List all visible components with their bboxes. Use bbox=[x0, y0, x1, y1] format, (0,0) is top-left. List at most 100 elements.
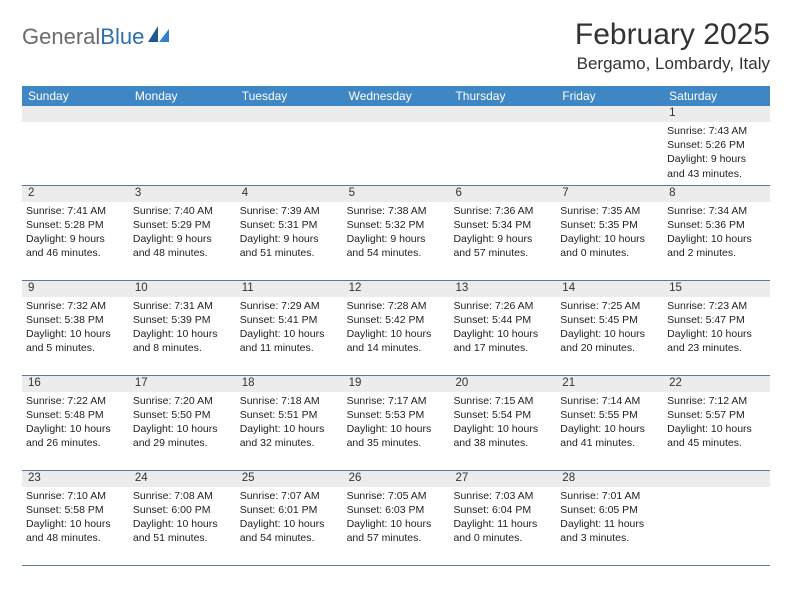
daylight-text: Daylight: 9 hours and 54 minutes. bbox=[347, 232, 446, 260]
sunset-text: Sunset: 5:55 PM bbox=[560, 408, 659, 422]
day-number-row: 16171819202122 bbox=[22, 376, 770, 392]
sunset-text: Sunset: 5:51 PM bbox=[240, 408, 339, 422]
day-cell: Sunrise: 7:32 AMSunset: 5:38 PMDaylight:… bbox=[22, 297, 129, 375]
day-number: 12 bbox=[343, 281, 450, 297]
sunrise-text: Sunrise: 7:28 AM bbox=[347, 299, 446, 313]
sunrise-text: Sunrise: 7:25 AM bbox=[560, 299, 659, 313]
sunrise-text: Sunrise: 7:34 AM bbox=[667, 204, 766, 218]
sunset-text: Sunset: 5:38 PM bbox=[26, 313, 125, 327]
sunrise-text: Sunrise: 7:35 AM bbox=[560, 204, 659, 218]
day-cell: Sunrise: 7:38 AMSunset: 5:32 PMDaylight:… bbox=[343, 202, 450, 280]
day-number: 10 bbox=[129, 281, 236, 297]
sunrise-text: Sunrise: 7:22 AM bbox=[26, 394, 125, 408]
day-number: 18 bbox=[236, 376, 343, 392]
week-row: Sunrise: 7:41 AMSunset: 5:28 PM Daylight:… bbox=[22, 202, 770, 281]
day-cell: Sunrise: 7:15 AMSunset: 5:54 PMDaylight:… bbox=[449, 392, 556, 470]
sunset-text: Sunset: 6:03 PM bbox=[347, 503, 446, 517]
day-cell bbox=[343, 122, 450, 185]
daylight-text: Daylight: 9 hours and 48 minutes. bbox=[133, 232, 232, 260]
day-number: 8 bbox=[663, 186, 770, 202]
sunset-text: Sunset: 5:47 PM bbox=[667, 313, 766, 327]
sunset-text: Sunset: 5:36 PM bbox=[667, 218, 766, 232]
day-number: 21 bbox=[556, 376, 663, 392]
day-cell bbox=[449, 122, 556, 185]
calendar-page: GeneralBlue February 2025 Bergamo, Lomba… bbox=[0, 0, 792, 584]
day-cell: Sunrise: 7:25 AMSunset: 5:45 PMDaylight:… bbox=[556, 297, 663, 375]
weekday-header: Monday bbox=[129, 86, 236, 106]
daylight-text: Daylight: 10 hours and 20 minutes. bbox=[560, 327, 659, 355]
sunrise-text: Sunrise: 7:41 AM bbox=[26, 204, 125, 218]
day-number-row: 232425262728 bbox=[22, 471, 770, 487]
day-cell: Sunrise: 7:28 AMSunset: 5:42 PMDaylight:… bbox=[343, 297, 450, 375]
weekday-header: Saturday bbox=[663, 86, 770, 106]
sunrise-text: Sunrise: 7:17 AM bbox=[347, 394, 446, 408]
sunrise-text: Sunrise: 7:31 AM bbox=[133, 299, 232, 313]
month-title: February 2025 bbox=[575, 18, 770, 52]
sunset-text: Sunset: 5:28 PM bbox=[26, 218, 125, 232]
day-number: 14 bbox=[556, 281, 663, 297]
day-cell bbox=[22, 122, 129, 185]
day-number: 15 bbox=[663, 281, 770, 297]
day-number-row: 1 bbox=[22, 106, 770, 122]
daylight-text: Daylight: 11 hours and 0 minutes. bbox=[453, 517, 552, 545]
sunrise-text: Sunrise: 7:38 AM bbox=[347, 204, 446, 218]
day-cell bbox=[236, 122, 343, 185]
daylight-text: Daylight: 10 hours and 29 minutes. bbox=[133, 422, 232, 450]
sunrise-text: Sunrise: 7:10 AM bbox=[26, 489, 125, 503]
daylight-text: Daylight: 9 hours and 51 minutes. bbox=[240, 232, 339, 260]
day-cell: Sunrise: 7:36 AMSunset: 5:34 PMDaylight:… bbox=[449, 202, 556, 280]
day-number bbox=[129, 106, 236, 122]
day-cell: Sunrise: 7:23 AMSunset: 5:47 PMDaylight:… bbox=[663, 297, 770, 375]
day-number: 17 bbox=[129, 376, 236, 392]
sunrise-text: Sunrise: 7:20 AM bbox=[133, 394, 232, 408]
day-cell: Sunrise: 7:43 AMSunset: 5:26 PMDaylight:… bbox=[663, 122, 770, 185]
sunset-text: Sunset: 6:04 PM bbox=[453, 503, 552, 517]
daylight-text: Daylight: 10 hours and 5 minutes. bbox=[26, 327, 125, 355]
day-number: 28 bbox=[556, 471, 663, 487]
day-cell: Sunrise: 7:18 AMSunset: 5:51 PMDaylight:… bbox=[236, 392, 343, 470]
week-row: Sunrise: 7:32 AMSunset: 5:38 PMDaylight:… bbox=[22, 297, 770, 376]
page-header: GeneralBlue February 2025 Bergamo, Lomba… bbox=[22, 18, 770, 74]
day-cell bbox=[129, 122, 236, 185]
sunrise-text: Sunrise: 7:29 AM bbox=[240, 299, 339, 313]
day-cell: Sunrise: 7:35 AMSunset: 5:35 PMDaylight:… bbox=[556, 202, 663, 280]
day-number bbox=[556, 106, 663, 122]
daylight-text: Daylight: 11 hours and 3 minutes. bbox=[560, 517, 659, 545]
weekday-header: Tuesday bbox=[236, 86, 343, 106]
weekday-header: Sunday bbox=[22, 86, 129, 106]
day-number: 2 bbox=[22, 186, 129, 202]
sunset-text: Sunset: 5:31 PM bbox=[240, 218, 339, 232]
brand-logo: GeneralBlue bbox=[22, 18, 170, 50]
daylight-text: Daylight: 10 hours and 51 minutes. bbox=[133, 517, 232, 545]
weeks-container: 1Sunrise: 7:43 AMSunset: 5:26 PMDaylight… bbox=[22, 106, 770, 566]
day-number-row: 2345678 bbox=[22, 186, 770, 202]
day-number: 23 bbox=[22, 471, 129, 487]
day-cell: Sunrise: 7:22 AMSunset: 5:48 PMDaylight:… bbox=[22, 392, 129, 470]
sunset-text: Sunset: 5:50 PM bbox=[133, 408, 232, 422]
weekday-header: Wednesday bbox=[343, 86, 450, 106]
day-number-row: 9101112131415 bbox=[22, 281, 770, 297]
day-number bbox=[236, 106, 343, 122]
daylight-text: Daylight: 10 hours and 23 minutes. bbox=[667, 327, 766, 355]
sunset-text: Sunset: 5:54 PM bbox=[453, 408, 552, 422]
day-cell bbox=[663, 487, 770, 565]
week-row: Sunrise: 7:10 AMSunset: 5:58 PM Daylight:… bbox=[22, 487, 770, 566]
daylight-text: Daylight: 10 hours and 41 minutes. bbox=[560, 422, 659, 450]
sunset-text: Sunset: 5:53 PM bbox=[347, 408, 446, 422]
day-number: 9 bbox=[22, 281, 129, 297]
daylight-text: Daylight: 10 hours and 45 minutes. bbox=[667, 422, 766, 450]
weekday-header: Friday bbox=[556, 86, 663, 106]
weekday-header-row: Sunday Monday Tuesday Wednesday Thursday… bbox=[22, 86, 770, 106]
daylight-text: Daylight: 9 hours and 43 minutes. bbox=[667, 152, 766, 180]
sunset-text: Sunset: 5:44 PM bbox=[453, 313, 552, 327]
sunrise-text: Sunrise: 7:01 AM bbox=[560, 489, 659, 503]
sunset-text: Sunset: 5:42 PM bbox=[347, 313, 446, 327]
sunset-text: Sunset: 5:29 PM bbox=[133, 218, 232, 232]
day-cell: Sunrise: 7:39 AMSunset: 5:31 PMDaylight:… bbox=[236, 202, 343, 280]
weekday-header: Thursday bbox=[449, 86, 556, 106]
sunset-text: Sunset: 5:58 PM bbox=[26, 503, 125, 517]
sunset-text: Sunset: 5:35 PM bbox=[560, 218, 659, 232]
day-cell: Sunrise: 7:03 AMSunset: 6:04 PMDaylight:… bbox=[449, 487, 556, 565]
daylight-text: Daylight: 10 hours and 32 minutes. bbox=[240, 422, 339, 450]
day-cell: Sunrise: 7:10 AMSunset: 5:58 PMDaylight:… bbox=[22, 487, 129, 565]
